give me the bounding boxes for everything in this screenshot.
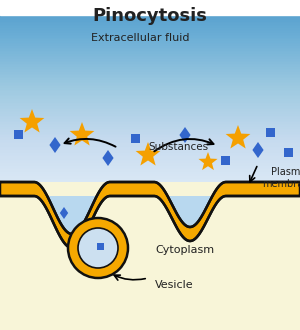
Polygon shape	[20, 109, 44, 133]
Bar	[266, 127, 274, 137]
Polygon shape	[226, 125, 250, 148]
Circle shape	[78, 228, 118, 268]
Polygon shape	[199, 152, 218, 170]
Text: Cytoplasm: Cytoplasm	[155, 245, 214, 255]
Text: Extracellular fluid: Extracellular fluid	[91, 33, 189, 43]
Polygon shape	[154, 196, 226, 241]
Text: Vesicle: Vesicle	[155, 280, 194, 290]
Polygon shape	[136, 142, 160, 166]
Polygon shape	[102, 150, 114, 166]
Polygon shape	[34, 196, 110, 248]
Bar	[284, 148, 292, 156]
Polygon shape	[252, 142, 264, 158]
Text: Substances: Substances	[148, 142, 208, 152]
Polygon shape	[50, 137, 61, 153]
Text: Pinocytosis: Pinocytosis	[93, 7, 207, 25]
Polygon shape	[0, 182, 300, 248]
Bar	[0, 168, 300, 330]
Bar	[130, 134, 140, 143]
Polygon shape	[179, 127, 191, 143]
Bar	[220, 155, 230, 164]
Bar	[0, 0, 300, 15]
Circle shape	[68, 218, 128, 278]
Bar	[14, 129, 22, 139]
Polygon shape	[70, 122, 94, 146]
Text: Plasma
membrane: Plasma membrane	[262, 167, 300, 189]
Polygon shape	[60, 207, 68, 219]
Bar	[97, 243, 104, 249]
